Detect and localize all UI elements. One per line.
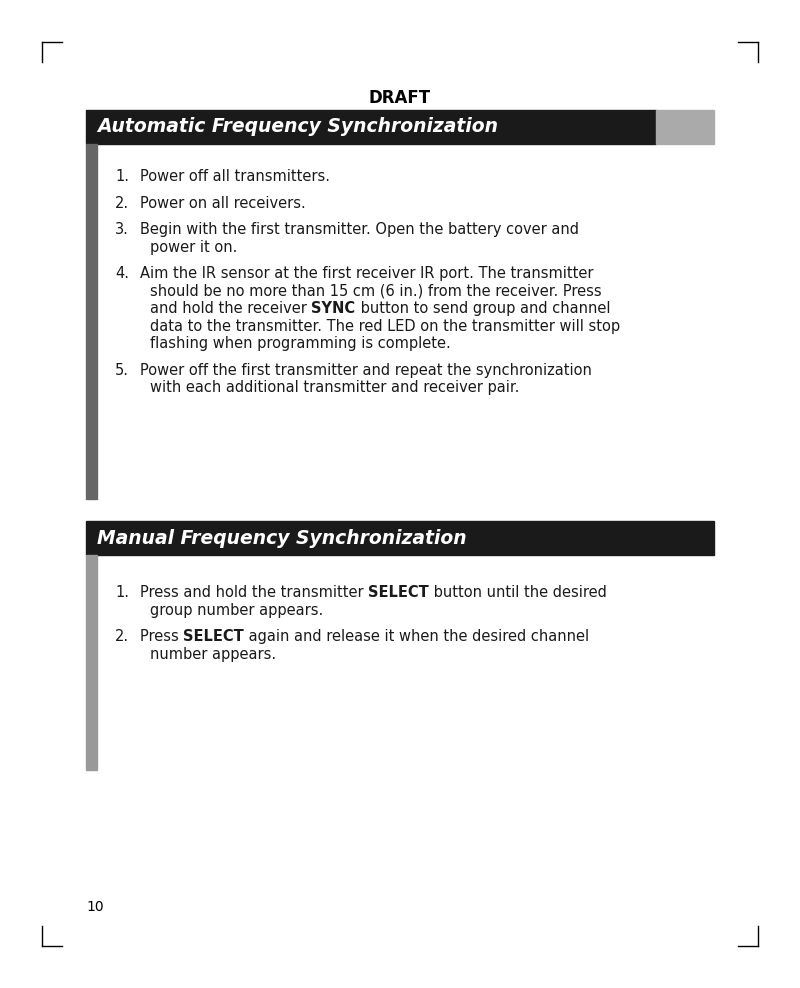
Bar bbox=[97, 555, 714, 770]
Text: button to send group and channel: button to send group and channel bbox=[356, 301, 610, 316]
Text: Press: Press bbox=[140, 629, 183, 644]
Text: 4.: 4. bbox=[115, 266, 129, 281]
Text: Aim the IR sensor at the first receiver IR port. The transmitter: Aim the IR sensor at the first receiver … bbox=[140, 266, 594, 281]
Text: and hold the receiver: and hold the receiver bbox=[150, 301, 311, 316]
Text: DRAFT: DRAFT bbox=[369, 89, 431, 107]
Text: again and release it when the desired channel: again and release it when the desired ch… bbox=[244, 629, 590, 644]
Text: SYNC: SYNC bbox=[311, 301, 356, 316]
Text: SELECT: SELECT bbox=[183, 629, 244, 644]
Text: 2.: 2. bbox=[115, 196, 129, 210]
Text: button until the desired: button until the desired bbox=[429, 585, 607, 600]
Bar bbox=[656, 110, 714, 144]
Text: Power off all transmitters.: Power off all transmitters. bbox=[140, 169, 330, 184]
Bar bbox=[97, 144, 714, 499]
Bar bbox=[86, 144, 97, 499]
Text: flashing when programming is complete.: flashing when programming is complete. bbox=[150, 336, 450, 351]
Text: 2.: 2. bbox=[115, 629, 129, 644]
Bar bbox=[86, 521, 714, 555]
Text: Begin with the first transmitter. Open the battery cover and: Begin with the first transmitter. Open t… bbox=[140, 222, 579, 237]
Text: data to the transmitter. The red LED on the transmitter will stop: data to the transmitter. The red LED on … bbox=[150, 318, 620, 334]
Text: 3.: 3. bbox=[115, 222, 129, 237]
Text: SELECT: SELECT bbox=[368, 585, 429, 600]
Text: Manual Frequency Synchronization: Manual Frequency Synchronization bbox=[97, 529, 466, 547]
Bar bbox=[86, 110, 656, 144]
Text: power it on.: power it on. bbox=[150, 239, 238, 255]
Text: 5.: 5. bbox=[115, 363, 129, 377]
Text: should be no more than 15 cm (6 in.) from the receiver. Press: should be no more than 15 cm (6 in.) fro… bbox=[150, 284, 602, 298]
Text: 1.: 1. bbox=[115, 585, 129, 600]
Text: group number appears.: group number appears. bbox=[150, 603, 323, 618]
Text: Power on all receivers.: Power on all receivers. bbox=[140, 196, 306, 210]
Text: Power off the first transmitter and repeat the synchronization: Power off the first transmitter and repe… bbox=[140, 363, 592, 377]
Text: 1.: 1. bbox=[115, 169, 129, 184]
Text: number appears.: number appears. bbox=[150, 646, 276, 662]
Text: Automatic Frequency Synchronization: Automatic Frequency Synchronization bbox=[97, 118, 498, 136]
Text: 10: 10 bbox=[86, 900, 104, 914]
Bar bbox=[86, 555, 97, 770]
Text: Press and hold the transmitter: Press and hold the transmitter bbox=[140, 585, 368, 600]
Text: with each additional transmitter and receiver pair.: with each additional transmitter and rec… bbox=[150, 380, 519, 395]
